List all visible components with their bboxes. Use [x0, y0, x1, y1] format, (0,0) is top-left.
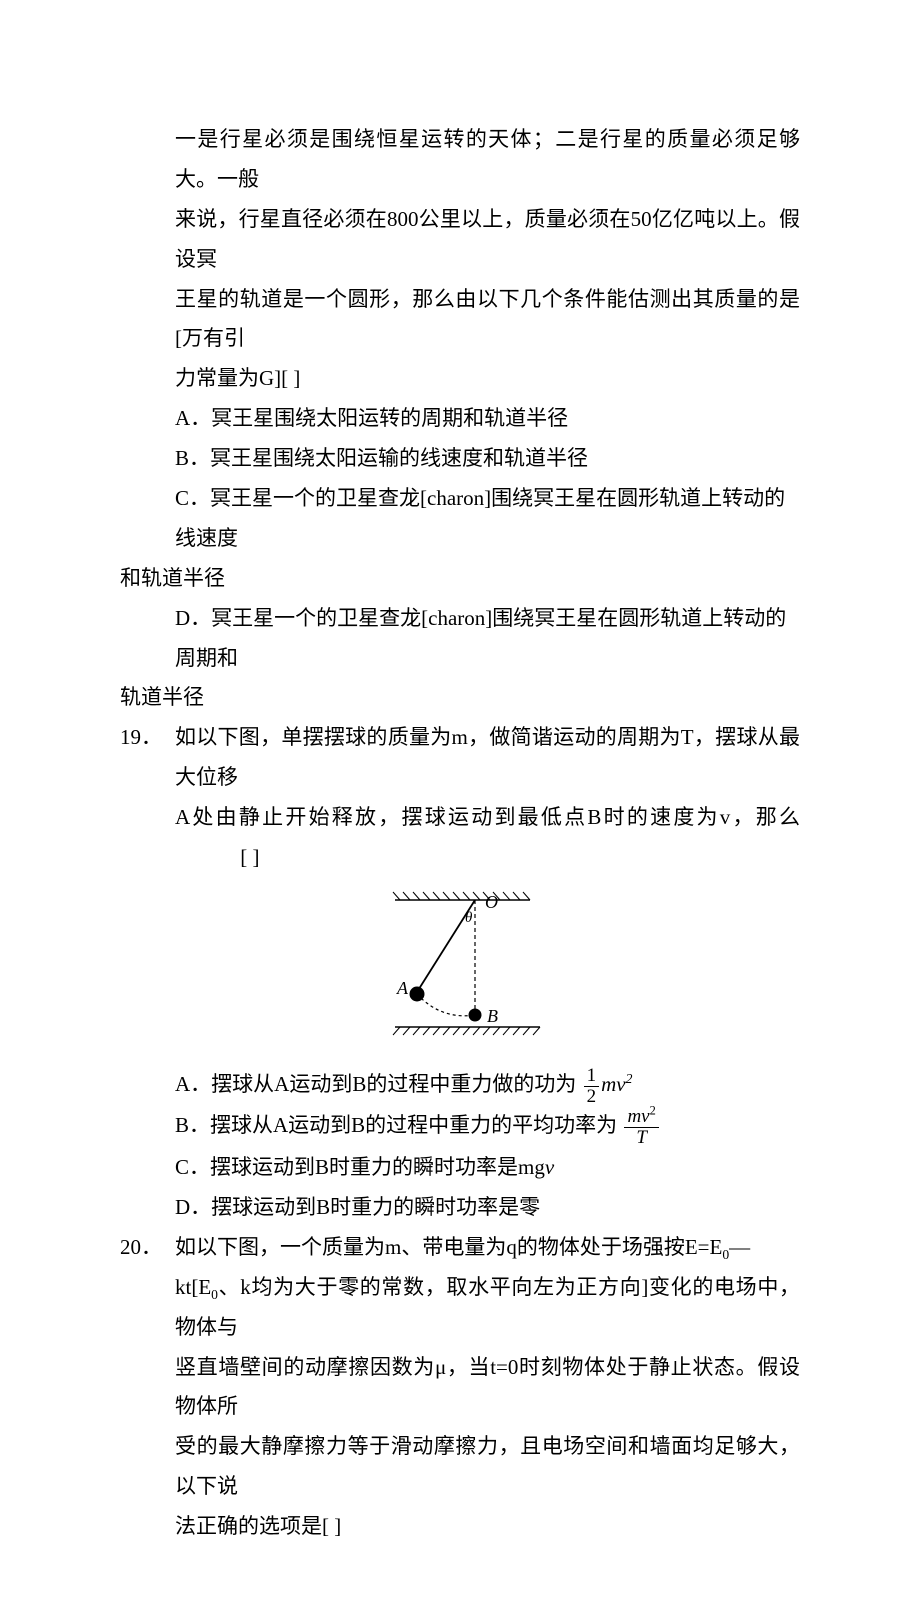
q19-c-v: v — [545, 1155, 554, 1179]
q19-opt-a: A．摆球从A运动到B的过程中重力做的功为 1 2 mv2 — [120, 1065, 800, 1107]
q19-number: 19． — [120, 718, 175, 878]
q19-opt-d: D．摆球运动到B时重力的瞬时功率是零 — [120, 1188, 800, 1228]
label-B: B — [487, 1006, 498, 1026]
page: 一是行星必须是围绕恒星运转的天体；二是行星的质量必须足够大。一般 来说，行星直径… — [0, 0, 920, 1607]
q19-a-m: m — [601, 1072, 616, 1096]
q19-c-pre: C．摆球运动到B时重力的瞬时功率是mg — [175, 1155, 545, 1179]
q18-stem-l2: 来说，行星直径必须在800公里以上，质量必须在50亿亿吨以上。假设冥 — [120, 200, 800, 280]
q18-stem-l4: 力常量为G][ ] — [120, 359, 800, 399]
q20-l3: 竖直墙壁间的动摩擦因数为μ，当t=0时刻物体处于静止状态。假设物体所 — [175, 1355, 800, 1419]
q20-l2b: 、k均为大于零的常数，取水平向左为正方向]变化的电场中，物体与 — [175, 1275, 800, 1339]
q18-stem-l3: 王星的轨道是一个圆形，那么由以下几个条件能估测出其质量的是[万有引 — [120, 280, 800, 360]
q20: 20． 如以下图，一个质量为m、带电量为q的物体处于场强按E=E0— kt[E0… — [120, 1228, 800, 1547]
q19-stem-l2: A处由静止开始释放，摆球运动到最低点B时的速度为v，那么 — [175, 805, 800, 829]
q19-a-sq: 2 — [626, 1071, 633, 1086]
q19-a-den: 2 — [584, 1087, 600, 1107]
q18-opt-a: A．冥王星围绕太阳运转的周期和轨道半径 — [120, 399, 800, 439]
pendulum-diagram: O θ A B — [365, 882, 555, 1047]
q20-l1b: — — [729, 1235, 750, 1259]
q19-stem: 如以下图，单摆摆球的质量为m，做简谐运动的周期为T，摆球从最大位移 A处由静止开… — [175, 718, 800, 878]
q19-a-num: 1 — [584, 1066, 600, 1087]
q19-b-pre: B．摆球从A运动到B的过程中重力的平均功率为 — [175, 1113, 617, 1137]
q18-opt-d-l1: D．冥王星一个的卫星查龙[charon]围绕冥王星在圆形轨道上转动的周期和 — [120, 599, 800, 679]
q18-stem-l1: 一是行星必须是围绕恒星运转的天体；二是行星的质量必须足够大。一般 — [120, 120, 800, 200]
q18-opt-d-l2: 轨道半径 — [120, 678, 800, 718]
q18-opt-b: B．冥王星围绕太阳运输的线速度和轨道半径 — [120, 439, 800, 479]
label-A: A — [396, 978, 409, 998]
q19-b-frac: mv2 T — [624, 1107, 658, 1148]
q20-l1a: 如以下图，一个质量为m、带电量为q的物体处于场强按E=E — [175, 1235, 722, 1259]
q19-a-frac: 1 2 — [584, 1066, 600, 1107]
q18-opt-c-l2: 和轨道半径 — [120, 559, 800, 599]
q20-number: 20． — [120, 1228, 175, 1547]
q19: 19． 如以下图，单摆摆球的质量为m，做简谐运动的周期为T，摆球从最大位移 A处… — [120, 718, 800, 878]
q20-stem: 如以下图，一个质量为m、带电量为q的物体处于场强按E=E0— kt[E0、k均为… — [175, 1228, 800, 1547]
q19-a-v: v — [616, 1072, 625, 1096]
q19-opt-b: B．摆球从A运动到B的过程中重力的平均功率为 mv2 T — [120, 1106, 800, 1148]
q19-opt-c: C．摆球运动到B时重力的瞬时功率是mgv — [120, 1148, 800, 1188]
q20-l4: 受的最大静摩擦力等于滑动摩擦力，且电场空间和墙面均足够大，以下说 — [175, 1434, 800, 1498]
label-theta: θ — [465, 910, 473, 926]
q20-l5: 法正确的选项是[ ] — [175, 1514, 341, 1538]
q19-stem-l3: [ ] — [240, 845, 259, 869]
q20-l2-sub: 0 — [211, 1287, 218, 1302]
q19-stem-l1: 如以下图，单摆摆球的质量为m，做简谐运动的周期为T，摆球从最大位移 — [175, 725, 800, 789]
q20-l2a: kt[E — [175, 1275, 211, 1299]
label-O: O — [485, 892, 498, 912]
q19-b-den: T — [624, 1128, 658, 1148]
q19-figure: O θ A B — [120, 882, 800, 1061]
q19-a-pre: A．摆球从A运动到B的过程中重力做的功为 — [175, 1072, 576, 1096]
q18-opt-c-l1: C．冥王星一个的卫星查龙[charon]围绕冥王星在圆形轨道上转动的线速度 — [120, 479, 800, 559]
q19-b-num: mv2 — [624, 1107, 658, 1128]
